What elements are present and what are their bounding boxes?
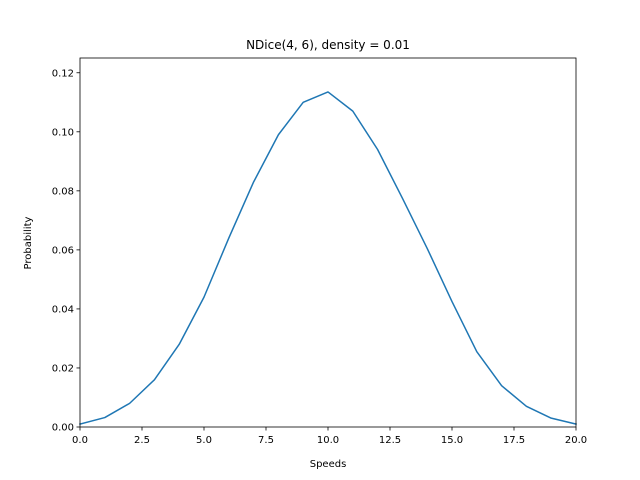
x-tick-label-2: 5.0 — [196, 435, 212, 446]
x-tick-label-3: 7.5 — [258, 435, 274, 446]
y-tick-label-0: 0.00 — [52, 423, 74, 434]
y-tick-label-3: 0.06 — [52, 245, 74, 256]
chart-title: NDice(4, 6), density = 0.01 — [246, 38, 410, 52]
y-tick-label-4: 0.08 — [52, 186, 74, 197]
plot-area: 0.0 2.5 5.0 7.5 10.0 12.5 15.0 17.5 20.0 0.00 0.02… — [52, 57, 587, 446]
y-tick-label-5: 0.10 — [52, 127, 74, 138]
y-tick-label-1: 0.02 — [52, 363, 74, 374]
x-tick-label-6: 15.0 — [441, 435, 463, 446]
x-tick-label-8: 20.0 — [565, 435, 587, 446]
x-tick-label-7: 17.5 — [503, 435, 525, 446]
x-tick-label-5: 12.5 — [379, 435, 401, 446]
x-axis-label: Speeds — [310, 459, 347, 470]
x-tick-label-1: 2.5 — [134, 435, 150, 446]
y-tick-label-6: 0.12 — [52, 68, 74, 79]
axes-frame — [79, 57, 577, 428]
y-tick-label-2: 0.04 — [52, 304, 74, 315]
series-line-0 — [79, 91, 577, 425]
x-tick-label-4: 10.0 — [317, 435, 339, 446]
y-axis-label: Probability — [23, 216, 34, 269]
x-tick-label-0: 0.0 — [72, 435, 88, 446]
